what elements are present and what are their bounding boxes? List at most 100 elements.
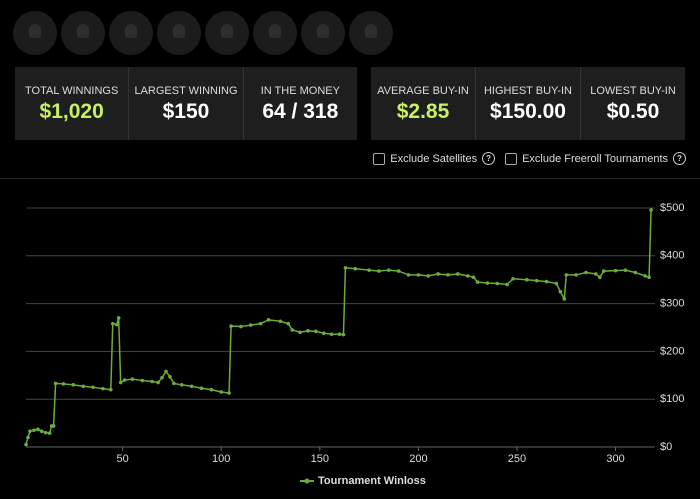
avatar[interactable] — [13, 11, 57, 55]
stats-panel: AVERAGE BUY-IN $2.85 HIGHEST BUY-IN $150.0… — [371, 67, 685, 140]
point — [436, 272, 440, 276]
point — [39, 429, 44, 434]
point — [91, 385, 95, 390]
point — [209, 387, 214, 392]
point — [266, 318, 271, 322]
point — [278, 319, 283, 324]
point — [367, 268, 371, 272]
point — [584, 270, 588, 275]
stat: TOTAL WINNINGS $1,020 — [15, 67, 128, 140]
checkbox[interactable] — [373, 152, 386, 165]
stat-label: LARGEST WINNING — [134, 85, 238, 97]
point — [377, 269, 381, 273]
point — [525, 277, 529, 282]
point — [446, 273, 450, 277]
avatar[interactable] — [253, 11, 297, 55]
point — [601, 269, 606, 273]
avatar[interactable] — [205, 11, 249, 55]
point — [219, 390, 224, 394]
x-tick-label: 300 — [606, 453, 624, 465]
y-tick-label: $100 — [660, 393, 684, 405]
point — [118, 380, 123, 385]
point — [633, 270, 638, 275]
point — [168, 374, 172, 379]
avatar[interactable] — [61, 11, 105, 55]
y-tick-label: $0 — [660, 441, 672, 453]
point — [150, 379, 154, 384]
point — [306, 329, 310, 333]
point — [199, 386, 204, 391]
point — [471, 275, 476, 280]
stat-value: $2.85 — [396, 100, 450, 123]
point — [156, 380, 160, 385]
x-tick-label: 50 — [116, 453, 128, 465]
stat: IN THE MONEY 64 / 318 — [242, 67, 357, 140]
point — [647, 275, 651, 280]
point — [511, 276, 515, 281]
legend-marker — [304, 478, 310, 484]
point — [290, 328, 294, 332]
legend-label: Tournament Winloss — [318, 475, 426, 487]
point — [130, 377, 135, 381]
help-icon[interactable]: ? — [482, 152, 496, 165]
point — [298, 330, 302, 335]
point — [24, 442, 28, 447]
chart: $0 $100 $200 $300 $400 $500 50 100 150 200 250 300 T… — [24, 202, 684, 487]
point — [229, 324, 233, 328]
avatar[interactable] — [157, 11, 201, 55]
avatar[interactable] — [301, 11, 345, 55]
stat-value: $150.00 — [490, 100, 566, 123]
x-tick-label: 150 — [311, 453, 329, 465]
point — [172, 381, 176, 386]
stats-panel: TOTAL WINNINGS $1,020 LARGEST WINNING $150… — [15, 67, 357, 140]
point — [564, 273, 569, 277]
filter[interactable]: Exclude Satellites? — [373, 152, 496, 165]
stat-label: LOWEST BUY-IN — [590, 85, 676, 97]
stat-label: HIGHEST BUY-IN — [483, 85, 573, 97]
stat-label: AVERAGE BUY-IN — [377, 85, 469, 97]
avatar[interactable] — [349, 11, 393, 55]
point — [160, 375, 164, 380]
point — [387, 268, 391, 272]
point — [456, 272, 460, 276]
point — [189, 384, 194, 389]
point — [485, 281, 490, 285]
point — [248, 323, 253, 327]
point — [122, 378, 127, 382]
series-line — [25, 209, 652, 445]
point — [343, 265, 348, 270]
point — [475, 280, 480, 284]
point — [643, 274, 647, 278]
point — [81, 384, 85, 389]
checkbox[interactable] — [505, 152, 518, 165]
point — [505, 282, 509, 287]
help-icon[interactable]: ? — [673, 152, 686, 165]
point — [43, 430, 48, 435]
point — [286, 321, 291, 326]
point — [110, 321, 115, 326]
point — [574, 273, 578, 277]
point — [108, 387, 113, 392]
point — [71, 383, 76, 387]
point — [321, 331, 326, 336]
point — [32, 428, 36, 433]
filter[interactable]: Exclude Freeroll Tournaments? — [505, 152, 686, 165]
point — [53, 381, 58, 386]
avatar[interactable] — [109, 11, 153, 55]
point — [353, 266, 358, 271]
stat-label: TOTAL WINNINGS — [25, 85, 119, 97]
point — [406, 273, 411, 277]
stat-label: IN THE MONEY — [260, 85, 340, 97]
stat-value: $0.50 — [606, 100, 660, 123]
point — [623, 268, 628, 272]
separator — [0, 178, 700, 179]
point — [314, 329, 318, 334]
point — [51, 424, 56, 428]
point — [179, 383, 184, 387]
point — [61, 382, 66, 386]
point — [28, 429, 32, 434]
y-tick-label: $200 — [660, 345, 684, 357]
point — [558, 289, 563, 294]
stat: LARGEST WINNING $150 — [128, 67, 242, 140]
